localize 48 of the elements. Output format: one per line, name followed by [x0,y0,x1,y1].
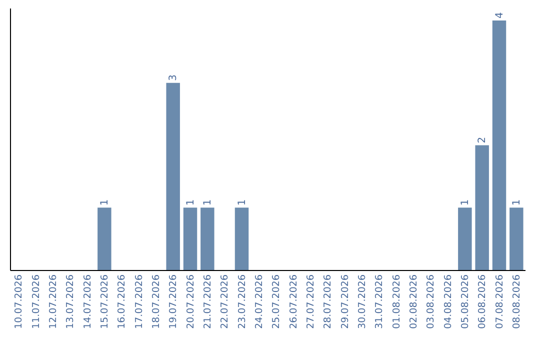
bar [183,208,198,270]
x-tick-label: 13.07.2026 [65,274,76,329]
x-tick-label: 10.07.2026 [14,274,25,329]
x-tick-label: 07.08.2026 [494,274,506,329]
data-label: 3 [168,74,180,81]
bar [492,20,506,270]
x-tick-label: 03.08.2026 [426,274,437,329]
bar [98,208,112,270]
x-tick-label: 19.07.2026 [168,274,180,329]
x-tick-label: 12.07.2026 [48,274,59,329]
bar [234,208,249,270]
x-tick-label: 01.08.2026 [391,274,402,329]
x-tick-label: 25.07.2026 [271,274,282,329]
data-label: 1 [460,199,471,206]
bar [200,208,214,270]
data-label: 1 [511,199,522,206]
x-tick-label: 04.08.2026 [442,274,454,329]
data-label: 2 [477,136,488,144]
x-tick-label: 14.07.2026 [82,274,94,329]
bar [475,145,489,270]
x-tick-label: 27.07.2026 [305,274,316,329]
x-tick-label: 20.07.2026 [185,274,196,329]
bar [510,208,524,270]
x-tick-label: 02.08.2026 [408,274,420,329]
x-tick-label: 21.07.2026 [202,274,214,329]
data-label: 1 [202,199,214,206]
x-tick-label: 17.07.2026 [134,274,145,329]
x-tick-label: 26.07.2026 [288,274,300,329]
x-tick-label: 22.07.2026 [220,274,231,329]
x-tick-label: 18.07.2026 [150,274,162,329]
bar [458,208,472,270]
x-tick-label: 16.07.2026 [116,274,128,329]
x-tick-label: 11.07.2026 [30,274,42,329]
x-tick-label: 31.07.2026 [374,274,386,329]
x-tick-label: 05.08.2026 [460,274,471,329]
data-label: 1 [99,199,110,206]
x-tick-label: 28.07.2026 [322,274,334,329]
data-label: 1 [185,199,196,206]
x-tick-label: 08.08.2026 [511,274,522,329]
x-tick-label: 29.07.2026 [340,274,351,329]
x-tick-label: 06.08.2026 [477,274,488,329]
bar [166,82,180,270]
x-tick-label: 30.07.2026 [356,274,368,329]
x-tick-label: 24.07.2026 [254,274,265,329]
x-tick-label: 23.07.2026 [236,274,248,329]
data-label: 1 [236,199,248,206]
data-label: 4 [494,12,506,18]
x-tick-label: 15.07.2026 [99,274,110,329]
